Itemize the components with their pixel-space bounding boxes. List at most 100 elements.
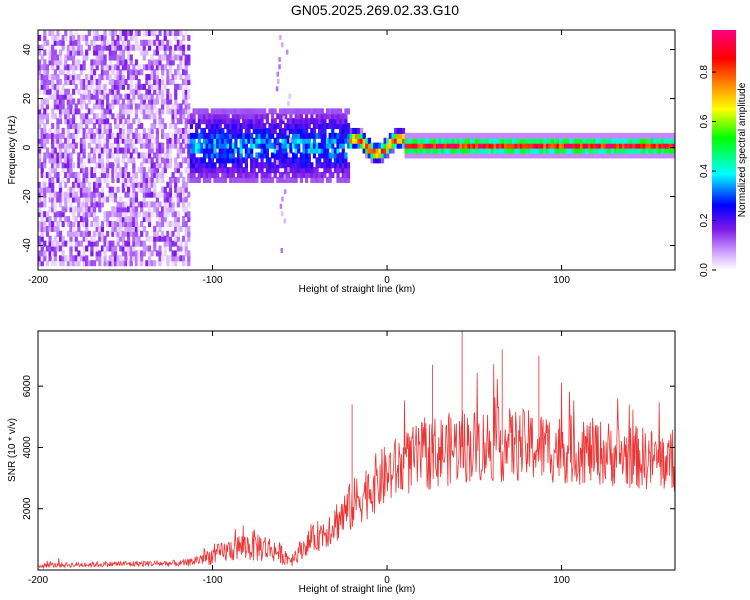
spectrogram-cell [535,147,539,154]
spectrogram-cell [134,211,139,218]
spectrogram-cell [77,250,81,257]
spectrogram-cell [412,137,416,144]
spectrogram-cell [116,206,120,213]
spectrogram-cell [592,152,597,159]
spectrogram-cell [103,167,107,174]
spectrogram-cell [223,132,228,139]
spectrogram-cell [82,186,86,193]
spectrogram-cell [438,152,442,159]
spectrogram-cell [242,167,246,174]
spectrogram-cell [161,186,165,193]
spectrogram-cell [53,69,57,76]
spectrogram-cell [140,49,144,56]
spectrogram-cell [336,108,340,115]
spectrogram-cell [142,216,146,223]
spectrogram-cell [291,142,296,149]
spectrogram-cell [108,191,112,198]
spectrogram-cell [517,137,521,144]
spectrogram-cell [174,93,178,100]
spectrogram-cell [359,132,364,139]
spectrogram-cell [113,39,118,46]
spectrogram-cell [121,186,125,193]
spectrogram-cell [208,172,212,179]
spectrogram-cell [111,69,115,76]
spectrogram-cell [161,235,165,242]
spectrogram-cell [197,118,201,125]
spectrogram-cell [92,181,97,188]
spectrogram-cell [132,245,136,252]
spectrogram-cell [69,103,73,110]
spectrogram-cell [422,132,427,139]
spectrogram-cell [132,250,136,257]
spectrogram-cell [294,137,298,144]
spectrogram-cell [153,88,157,95]
spectrogram-cell [45,260,50,267]
spectrogram-cell [273,147,277,154]
spectrogram-cell [373,142,377,149]
spectrogram-cell [375,157,379,164]
spectrogram-cell [158,172,162,179]
spectrogram-cell [179,59,183,66]
spectrogram-cell [161,255,165,262]
colorbar-tick-label: 0.0 [699,263,710,277]
spectrogram-cell [621,152,625,159]
spectrogram-cell [250,162,254,169]
spectrogram-cell [341,152,345,159]
spectrogram-cell [386,142,390,149]
spectrogram-cell [108,74,112,81]
spectrogram-cell [168,181,173,188]
spectrogram-cell [498,147,502,154]
spectrogram-cell [56,34,60,41]
spectrogram-cell [671,147,675,154]
spectrogram-cell [137,260,141,267]
spectrogram-cell [48,235,52,242]
spectrogram-cell [150,142,154,149]
spectrogram-cell [236,113,241,120]
spectrogram-cell [79,83,84,90]
spectrogram-cell [310,172,314,179]
spectrogram-cell [40,240,44,247]
spectrogram-cell [260,137,264,144]
spectrogram-cell [140,221,144,228]
spectrogram-cell [268,162,272,169]
spectrogram-cell [113,230,118,237]
spectrogram-cell [61,103,65,110]
spectrogram-cell [346,176,351,183]
spectrogram-cell [119,83,123,90]
spectrogram-cell [82,118,86,125]
spectrogram-cell [530,142,534,149]
spectrogram-cell [239,147,243,154]
spectrogram-cell [365,152,369,159]
spectrogram-cell [252,113,256,120]
spectrogram-cell [129,260,133,267]
spectrogram-cell [51,113,55,120]
spectrogram-cell [218,162,222,169]
spectrogram-cell [244,108,249,115]
spectrogram-cell [48,152,52,159]
spectrogram-cell [339,157,343,164]
spectrogram-cell [538,147,542,154]
x-tick-label: 100 [553,275,570,286]
spectrogram-cell [302,147,306,154]
spectrogram-cell [189,113,194,120]
spectrogram-cell [226,118,230,125]
spectrogram-cell [106,181,110,188]
spectrogram-cell [291,162,296,169]
spectrogram-cell [456,137,461,144]
spectrogram-cell [145,64,149,71]
spectrogram-cell [213,123,217,130]
spectrogram-cell [174,225,178,232]
spectrogram-cell [647,132,652,139]
spectrogram-cell [184,196,188,203]
spectrogram-cell [320,172,324,179]
spectrogram-cell [289,118,293,125]
spectrogram-cell [187,118,191,125]
spectrogram-cell [127,176,131,183]
spectrogram-cell [297,127,301,134]
spectrogram-cell [184,59,188,66]
spectrogram-cell [161,64,165,71]
spectrogram-cell [153,98,157,105]
spectrogram-cell [145,78,149,85]
spectrogram-cell [137,167,141,174]
spectrogram-cell [38,118,42,125]
